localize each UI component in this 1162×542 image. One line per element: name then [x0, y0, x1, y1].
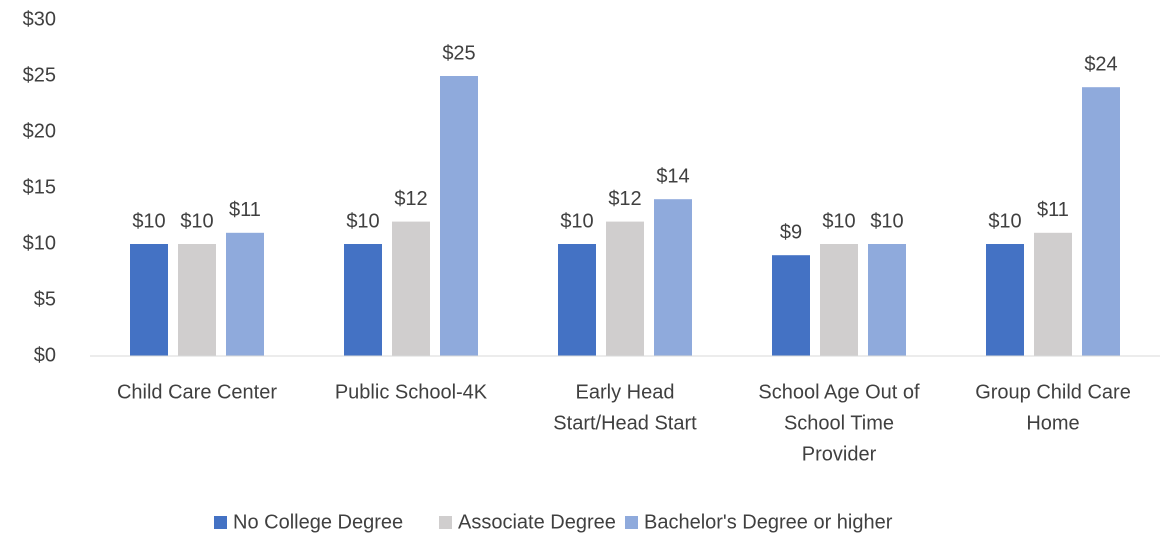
x-tick-label: Public School-4K	[335, 381, 488, 403]
bar	[392, 221, 430, 356]
bar	[606, 221, 644, 356]
data-label: $12	[608, 188, 641, 210]
data-label: $10	[346, 210, 379, 232]
legend-swatch	[214, 516, 227, 529]
y-tick-label: $25	[23, 64, 56, 86]
data-label: $9	[780, 221, 802, 243]
bar	[772, 255, 810, 356]
bar	[226, 232, 264, 356]
bar	[1034, 232, 1072, 356]
y-tick-label: $5	[34, 288, 56, 310]
x-tick-label: School Age Out of	[758, 381, 920, 403]
bar	[986, 244, 1024, 356]
data-label: $10	[988, 210, 1021, 232]
data-label: $10	[132, 210, 165, 232]
legend-label: No College Degree	[233, 511, 403, 533]
data-label: $10	[822, 210, 855, 232]
x-tick-label: Home	[1026, 412, 1079, 434]
bar	[440, 76, 478, 356]
data-label: $10	[560, 210, 593, 232]
bar	[868, 244, 906, 356]
x-tick-label: Early Head	[576, 381, 675, 403]
data-label: $12	[394, 188, 427, 210]
data-label: $24	[1084, 53, 1117, 75]
bar	[558, 244, 596, 356]
data-label: $10	[870, 210, 903, 232]
x-tick-label: Provider	[802, 443, 877, 465]
data-label: $11	[229, 199, 261, 221]
data-label: $25	[442, 42, 475, 64]
bar	[130, 244, 168, 356]
y-tick-label: $0	[34, 344, 56, 366]
legend-swatch	[625, 516, 638, 529]
y-tick-label: $20	[23, 120, 56, 142]
data-label: $11	[1037, 199, 1069, 221]
x-tick-label: School Time	[784, 412, 894, 434]
bar	[178, 244, 216, 356]
data-label: $14	[656, 165, 689, 187]
legend-label: Bachelor's Degree or higher	[644, 511, 893, 533]
x-tick-label: Group Child Care	[975, 381, 1131, 403]
bar	[654, 199, 692, 356]
x-tick-label: Child Care Center	[117, 381, 277, 403]
x-tick-label: Start/Head Start	[553, 412, 697, 434]
data-label: $10	[180, 210, 213, 232]
legend-swatch	[439, 516, 452, 529]
bar	[344, 244, 382, 356]
y-tick-label: $10	[23, 232, 56, 254]
bar	[1082, 87, 1120, 356]
y-tick-label: $30	[23, 8, 56, 30]
bar	[820, 244, 858, 356]
legend-label: Associate Degree	[458, 511, 616, 533]
y-tick-label: $15	[23, 176, 56, 198]
